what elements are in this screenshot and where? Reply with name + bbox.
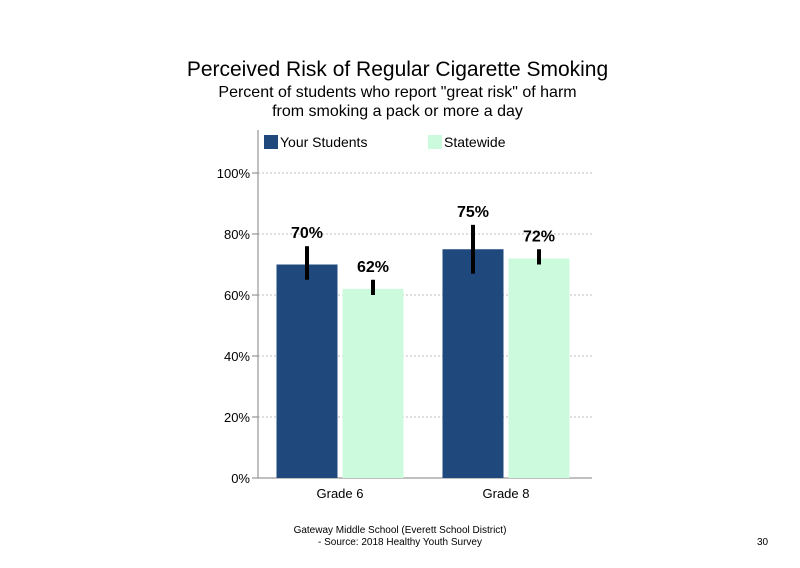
bar-statewide-grade-8	[508, 258, 570, 478]
data-label: 72%	[523, 228, 555, 245]
subtitle-line-1: Percent of students who report "great ri…	[218, 84, 577, 101]
y-tick-label: 0%	[231, 471, 250, 486]
data-label: 62%	[357, 259, 389, 276]
data-label: 75%	[457, 204, 489, 221]
y-tick-label: 40%	[224, 349, 250, 364]
subtitle-line-2: from smoking a pack or more a day	[272, 103, 523, 120]
footer-school: Gateway Middle School (Everett School Di…	[293, 525, 507, 536]
legend-label: Statewide	[444, 134, 506, 150]
y-tick-label: 60%	[224, 288, 250, 303]
page-number: 30	[757, 537, 769, 548]
data-label: 70%	[291, 225, 323, 242]
y-tick-label: 100%	[217, 166, 251, 181]
y-tick-label: 20%	[224, 410, 250, 425]
x-category-label: Grade 6	[317, 486, 364, 501]
chart-subtitle: Percent of students who report "great ri…	[0, 83, 795, 121]
x-category-label: Grade 8	[483, 486, 530, 501]
footer-source: - Source: 2018 Healthy Youth Survey	[318, 537, 482, 548]
bar-your-students-grade-8	[442, 249, 504, 478]
bar-statewide-grade-6	[342, 288, 404, 478]
source-footer: Gateway Middle School (Everett School Di…	[0, 525, 800, 549]
legend-swatch	[264, 135, 278, 149]
bar-chart: 0% 20% 40% 60% 80% 100% 70% 62% Grade 6 75% 72% Gra…	[217, 130, 592, 501]
bar-your-students-grade-6	[276, 264, 338, 478]
y-tick-label: 80%	[224, 227, 250, 242]
legend-swatch	[428, 135, 442, 149]
legend-label: Your Students	[280, 134, 367, 150]
chart-title: Perceived Risk of Regular Cigarette Smok…	[186, 58, 609, 81]
